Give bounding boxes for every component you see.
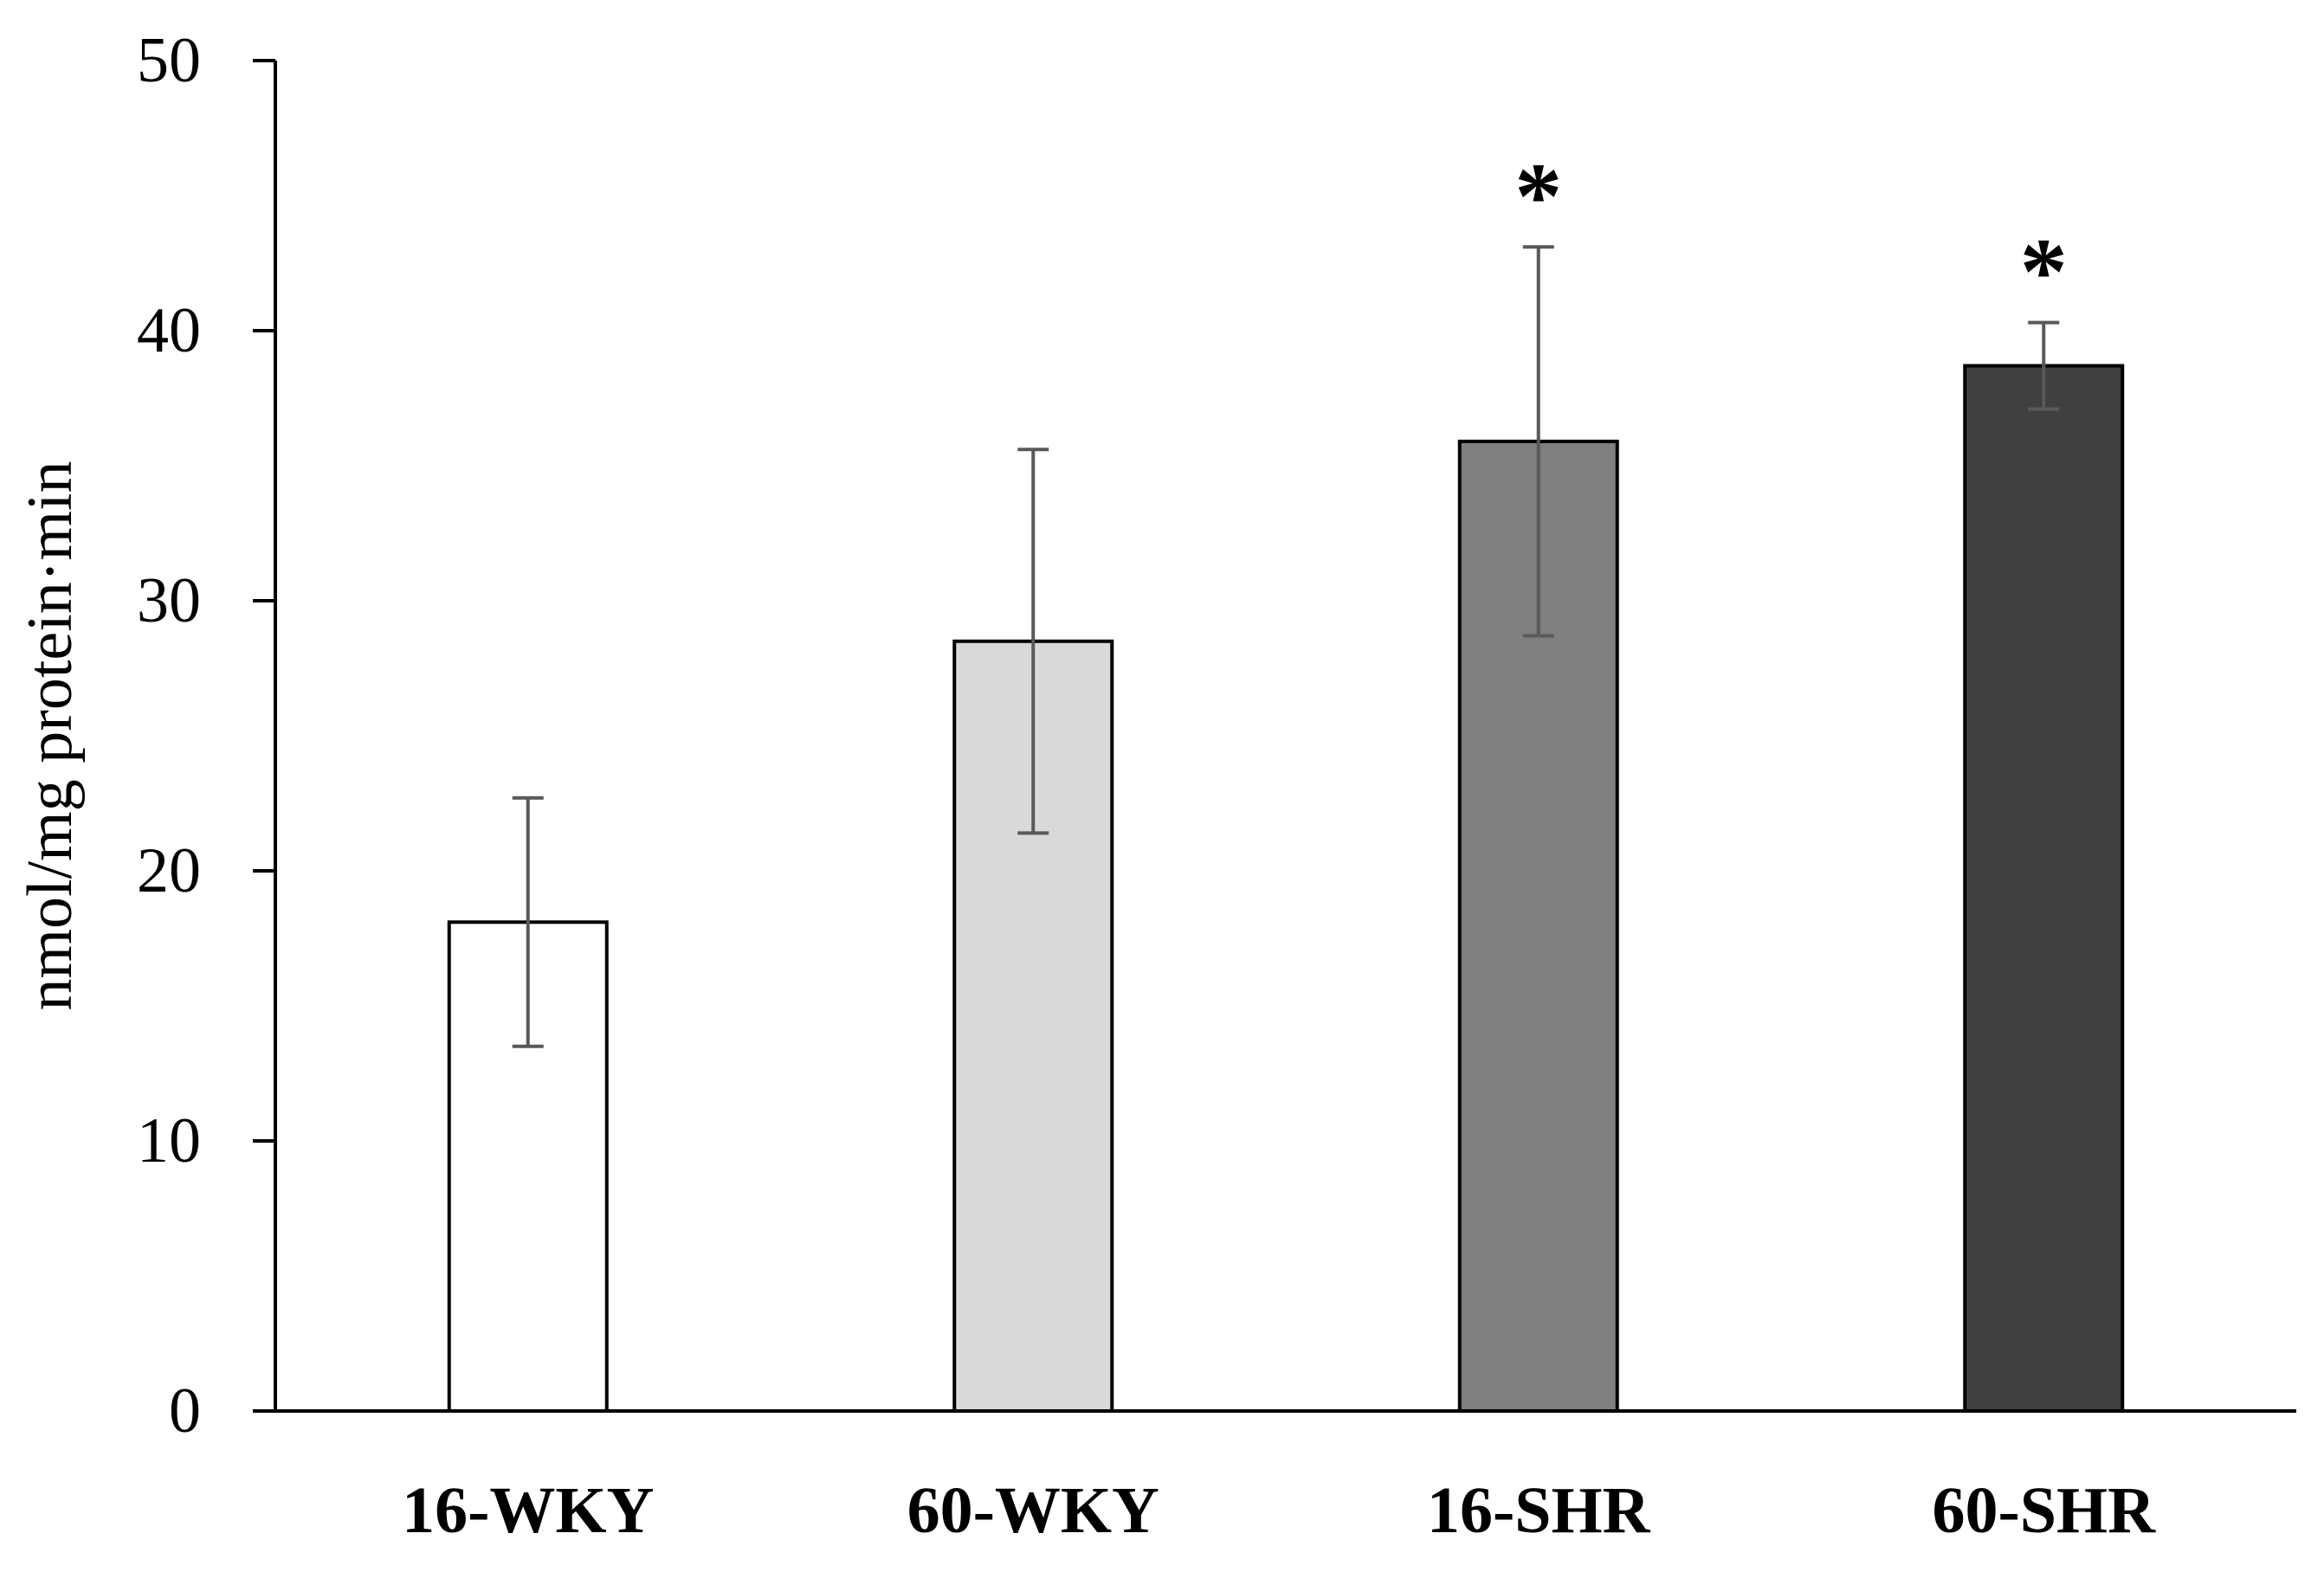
y-tick-label: 20 (137, 835, 201, 906)
labels-group: 16-WKY 60-WKY * 16-SHR * 60-SHR (402, 143, 2156, 1547)
significance-mark-60-shr: * (2020, 219, 2068, 325)
axes-group (274, 61, 2296, 1413)
y-tick-label: 50 (137, 25, 201, 96)
x-tick-label: 16-WKY (402, 1474, 654, 1547)
bar-60-shr (1963, 364, 2125, 1413)
x-tick-label: 60-WKY (907, 1474, 1159, 1547)
x-tick-label: 16-SHR (1427, 1474, 1651, 1547)
y-axis-title: nmol/mg protein·min (15, 461, 86, 1010)
bars-group (447, 364, 2125, 1413)
error-bars-group (512, 245, 2060, 1048)
y-tick-label: 30 (137, 565, 201, 636)
significance-mark-16-shr: * (1514, 143, 1562, 248)
x-tick-label: 60-SHR (1932, 1474, 2156, 1547)
y-ticks-group: 0 10 20 30 40 50 (137, 25, 275, 1446)
y-tick-label: 10 (137, 1105, 201, 1176)
y-tick-label: 0 (169, 1376, 201, 1446)
y-tick-label: 40 (137, 295, 201, 366)
